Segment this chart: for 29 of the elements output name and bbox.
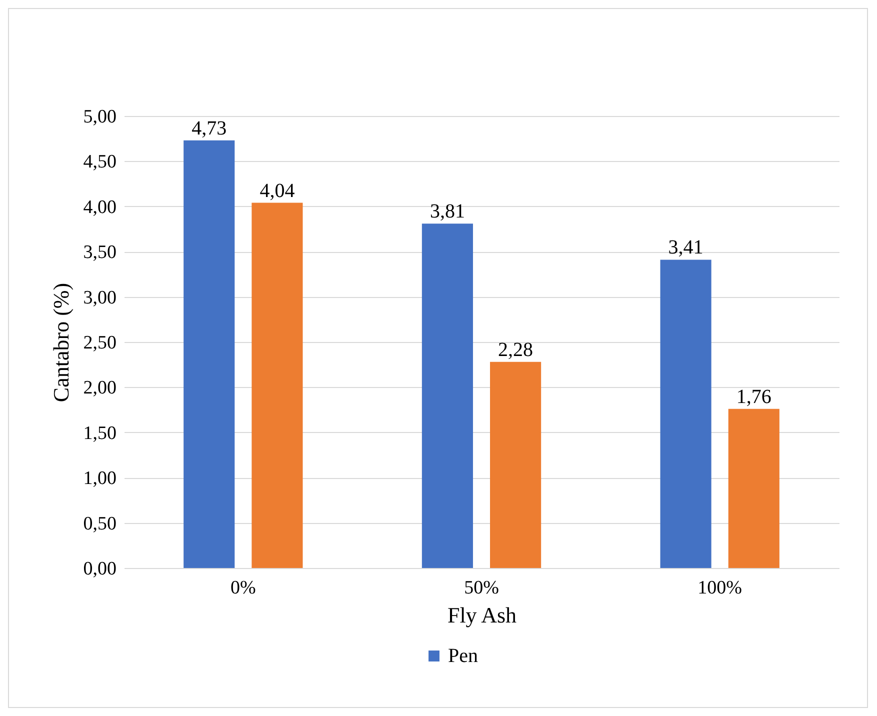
y-tick-label: 4,50 [83,152,116,173]
bar [422,224,473,568]
y-tick-label: 5,00 [83,106,116,128]
legend-label: Pen [448,645,478,667]
y-tick-label: 4,00 [83,196,116,218]
y-axis-title: Cantabro (%) [48,282,74,402]
y-tick-label: 3,00 [83,287,116,308]
data-label: 2,28 [498,338,534,361]
y-tick-label: 1,50 [83,422,116,444]
y-tick-label: 3,50 [83,242,116,264]
y-tick-label: 0,00 [83,558,116,580]
y-tick-label: 1,00 [83,468,116,490]
data-label: 1,76 [736,386,772,408]
y-tick-label: 2,00 [83,378,116,399]
bar [490,362,542,568]
x-tick-label: 100% [698,578,742,598]
bar [660,260,712,568]
data-label: 3,81 [430,200,465,223]
data-label: 3,41 [668,236,704,259]
x-tick-label: 50% [464,578,500,598]
data-label: 4,04 [260,180,295,202]
bar [184,140,235,568]
bar [252,202,303,568]
x-axis-title: Fly Ash [447,602,517,628]
bar [728,408,780,568]
data-label: 4,73 [192,117,227,140]
y-tick-label: 0,50 [83,513,116,534]
y-tick-label: 2,50 [83,332,116,354]
x-tick-label: 0% [230,578,256,598]
